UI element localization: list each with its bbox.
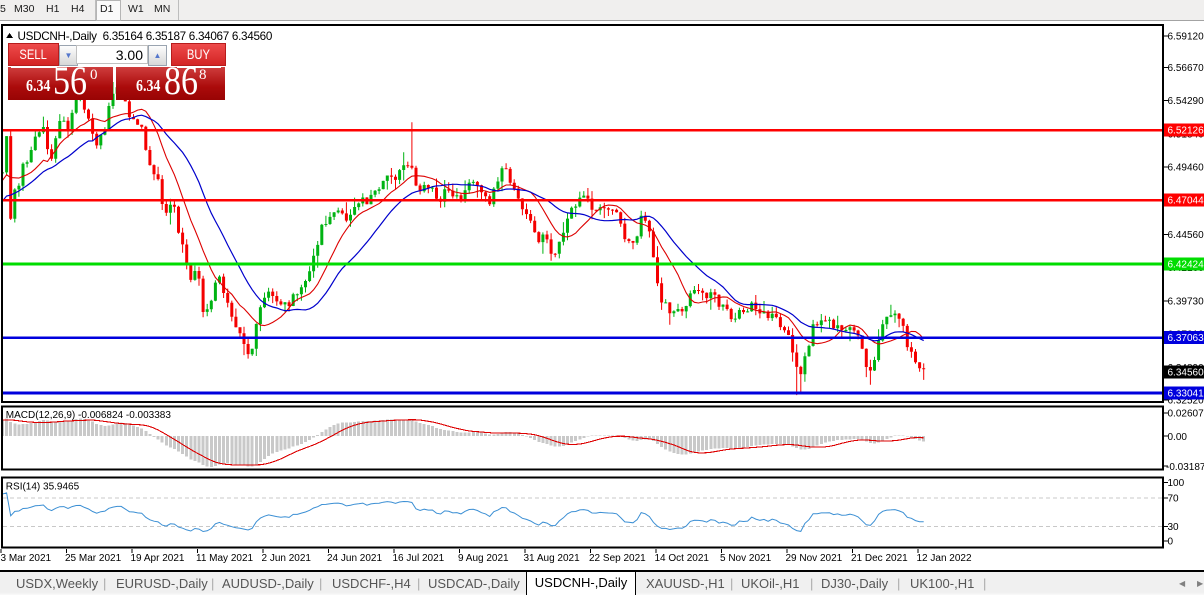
svg-text:0.00: 0.00 [1168, 432, 1188, 443]
svg-text:22 Sep 2021: 22 Sep 2021 [589, 553, 646, 564]
svg-text:21 Dec 2021: 21 Dec 2021 [851, 553, 908, 564]
svg-text:25 Mar 2021: 25 Mar 2021 [65, 553, 122, 564]
svg-text:12 Jan 2022: 12 Jan 2022 [917, 553, 972, 564]
svg-text:6.33041: 6.33041 [1168, 389, 1204, 400]
svg-text:USDCNH-,Daily 6.35164 6.35187: USDCNH-,Daily 6.35164 6.35187 6.34067 6.… [18, 30, 273, 43]
svg-text:9 Aug 2021: 9 Aug 2021 [458, 553, 509, 564]
svg-text:6.52126: 6.52126 [1168, 126, 1204, 137]
svg-text:6.37063: 6.37063 [1168, 333, 1204, 344]
svg-text:11 May 2021: 11 May 2021 [196, 553, 254, 564]
svg-text:70: 70 [1168, 494, 1180, 505]
svg-text:6.32520: 6.32520 [1168, 396, 1204, 407]
svg-text:6.34560: 6.34560 [1168, 368, 1204, 379]
svg-text:MACD(12,26,9) -0.006824 -0.003: MACD(12,26,9) -0.006824 -0.003383 [6, 410, 172, 421]
svg-text:31 Aug 2021: 31 Aug 2021 [524, 553, 581, 564]
svg-text:14 Oct 2021: 14 Oct 2021 [655, 553, 710, 564]
svg-text:19 Apr 2021: 19 Apr 2021 [131, 553, 185, 564]
svg-text:5 Nov 2021: 5 Nov 2021 [720, 553, 772, 564]
svg-text:6.47044: 6.47044 [1168, 196, 1204, 207]
svg-text:16 Jul 2021: 16 Jul 2021 [393, 553, 445, 564]
svg-text:6.49460: 6.49460 [1168, 162, 1204, 173]
svg-text:0.02607: 0.02607 [1168, 409, 1204, 420]
svg-text:-0.03187: -0.03187 [1166, 462, 1204, 473]
svg-text:6.39730: 6.39730 [1168, 296, 1204, 307]
svg-text:6.42424: 6.42424 [1168, 259, 1204, 270]
svg-text:24 Jun 2021: 24 Jun 2021 [327, 553, 382, 564]
svg-text:29 Nov 2021: 29 Nov 2021 [786, 553, 843, 564]
svg-text:0: 0 [1168, 537, 1174, 548]
svg-text:6.59120: 6.59120 [1168, 32, 1204, 43]
svg-text:6.54290: 6.54290 [1168, 96, 1204, 107]
svg-text:6.44560: 6.44560 [1168, 230, 1204, 241]
svg-text:6.56670: 6.56670 [1168, 63, 1204, 74]
svg-text:30: 30 [1168, 522, 1180, 533]
svg-text:100: 100 [1168, 478, 1185, 489]
svg-text:2 Jun 2021: 2 Jun 2021 [262, 553, 312, 564]
svg-text:RSI(14) 35.9465: RSI(14) 35.9465 [6, 482, 80, 493]
svg-text:3 Mar 2021: 3 Mar 2021 [1, 553, 52, 564]
